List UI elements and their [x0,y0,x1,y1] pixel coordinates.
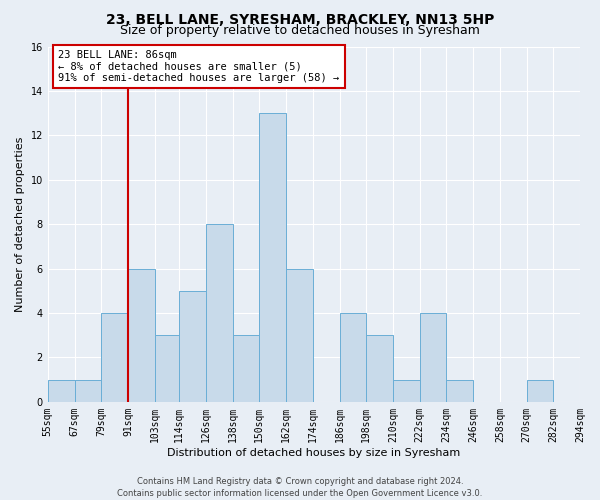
Bar [74,380,101,402]
Bar [340,313,366,402]
Bar [206,224,233,402]
Bar [580,380,600,402]
Bar [286,268,313,402]
Bar [155,335,181,402]
Text: 23, BELL LANE, SYRESHAM, BRACKLEY, NN13 5HP: 23, BELL LANE, SYRESHAM, BRACKLEY, NN13 … [106,12,494,26]
Bar [366,335,393,402]
Text: Contains HM Land Registry data © Crown copyright and database right 2024.
Contai: Contains HM Land Registry data © Crown c… [118,476,482,498]
Bar [48,380,74,402]
Bar [419,313,446,402]
Bar [393,380,419,402]
Text: Size of property relative to detached houses in Syresham: Size of property relative to detached ho… [120,24,480,37]
Bar [233,335,259,402]
Bar [179,291,206,402]
Text: 23 BELL LANE: 86sqm
← 8% of detached houses are smaller (5)
91% of semi-detached: 23 BELL LANE: 86sqm ← 8% of detached hou… [58,50,340,84]
Bar [527,380,553,402]
Y-axis label: Number of detached properties: Number of detached properties [15,136,25,312]
Bar [101,313,128,402]
X-axis label: Distribution of detached houses by size in Syresham: Distribution of detached houses by size … [167,448,461,458]
Bar [128,268,155,402]
Bar [446,380,473,402]
Bar [259,113,286,402]
